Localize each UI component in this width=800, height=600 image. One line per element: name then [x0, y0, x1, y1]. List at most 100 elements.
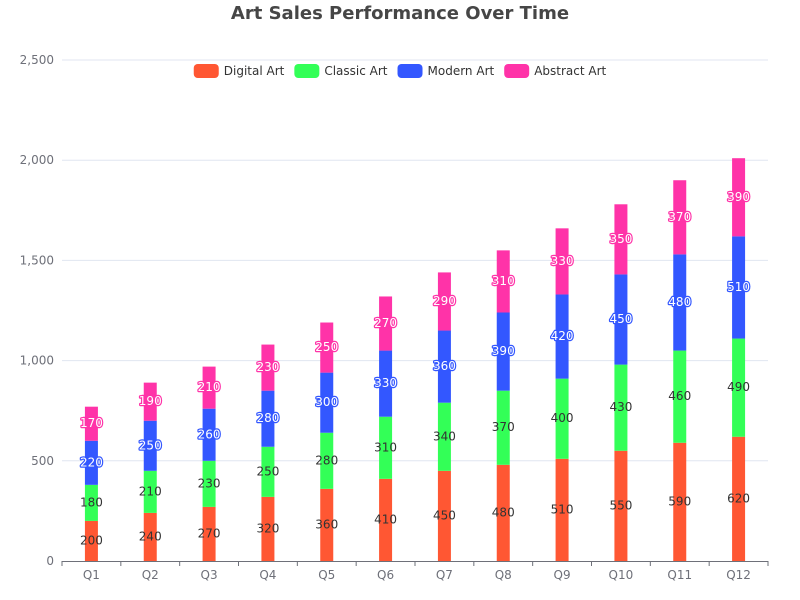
y-tick-label: 1,500: [20, 253, 54, 267]
bar-segment[interactable]: [379, 478, 393, 561]
bar-segment[interactable]: [732, 236, 746, 339]
bar-value-label: 410: [374, 512, 397, 526]
bar-segment[interactable]: [261, 496, 275, 561]
legend-item[interactable]: Modern Art: [397, 64, 495, 78]
bar-segment[interactable]: [202, 366, 216, 409]
bar-segment[interactable]: [84, 440, 98, 485]
legend: Digital Art Classic Art Modern Art Abstract…: [193, 64, 607, 78]
legend-label: Modern Art: [428, 64, 495, 78]
bar-segment[interactable]: [261, 390, 275, 447]
bar-segment[interactable]: [379, 296, 393, 351]
legend-item[interactable]: Digital Art: [193, 64, 285, 78]
bar-segment[interactable]: [614, 204, 628, 275]
bar-segment[interactable]: [555, 378, 569, 459]
bar-segment[interactable]: [202, 506, 216, 561]
bar-segment[interactable]: [496, 464, 510, 561]
bar-value-label: 350: [609, 232, 632, 246]
bar-segment[interactable]: [437, 470, 451, 561]
bar-segment[interactable]: [732, 338, 746, 437]
bar-segment[interactable]: [673, 254, 687, 351]
bar-segment[interactable]: [143, 470, 157, 513]
x-tick-label: Q7: [436, 568, 453, 582]
bar-segment[interactable]: [261, 344, 275, 391]
legend-label: Abstract Art: [534, 64, 606, 78]
x-tick-label: Q3: [201, 568, 218, 582]
bar-value-label: 300: [315, 395, 338, 409]
x-tick-label: Q8: [495, 568, 512, 582]
legend-item[interactable]: Abstract Art: [504, 64, 607, 78]
y-tick-label: 0: [46, 554, 54, 568]
bar-segment[interactable]: [143, 382, 157, 421]
x-tick-label: Q11: [667, 568, 692, 582]
bar-segment[interactable]: [732, 436, 746, 561]
bar-segment[interactable]: [379, 416, 393, 479]
bar-value-label: 550: [609, 498, 632, 512]
bar-segment[interactable]: [555, 294, 569, 379]
bar-value-label: 420: [551, 329, 574, 343]
legend-swatch: [193, 64, 219, 78]
bar-segment[interactable]: [673, 350, 687, 443]
bar-value-label: 390: [492, 344, 515, 358]
bar-segment[interactable]: [84, 406, 98, 441]
bar-segment[interactable]: [614, 274, 628, 365]
bar-value-label: 510: [551, 502, 574, 516]
bar-segment[interactable]: [379, 350, 393, 417]
bar-segment[interactable]: [673, 442, 687, 561]
bar-value-label: 310: [374, 440, 397, 454]
y-axis: 0 500 1,000 1,500 2,000 2,500: [20, 53, 54, 568]
bar-value-label: 230: [198, 476, 221, 490]
bar-segment[interactable]: [320, 432, 334, 489]
bar-value-label: 390: [727, 190, 750, 204]
bar-segment[interactable]: [555, 458, 569, 561]
bar-segment[interactable]: [84, 484, 98, 521]
x-tick-label: Q10: [609, 568, 634, 582]
bar-value-label: 230: [256, 360, 279, 374]
bar-segment[interactable]: [437, 272, 451, 331]
bar-value-label: 370: [492, 420, 515, 434]
bar-segment[interactable]: [84, 520, 98, 561]
bar-value-label: 450: [609, 312, 632, 326]
bar-segment[interactable]: [202, 460, 216, 507]
bar-segment[interactable]: [437, 330, 451, 403]
bar-segment[interactable]: [614, 364, 628, 451]
bar-segment[interactable]: [143, 420, 157, 471]
x-tick-label: Q2: [142, 568, 159, 582]
bar-value-label: 320: [256, 521, 279, 535]
bar-value-label: 250: [256, 464, 279, 478]
bar-value-label: 480: [492, 505, 515, 519]
legend-item[interactable]: Classic Art: [294, 64, 388, 78]
x-tick-label: Q9: [554, 568, 571, 582]
bar-value-label: 270: [374, 316, 397, 330]
x-tick-label: Q1: [83, 568, 100, 582]
bar-labels: 200 180 220 170 240 210 250 190 270 230 260 210 320 2…: [79, 189, 751, 548]
bar-value-label: 280: [315, 453, 338, 467]
x-axis: Q1 Q2 Q3 Q4 Q5 Q6 Q7 Q8 Q9 Q10 Q11 Q12: [61, 561, 769, 582]
bar-value-label: 170: [80, 416, 103, 430]
bar-segment[interactable]: [732, 158, 746, 237]
bar-value-label: 190: [139, 394, 162, 408]
bar-value-label: 340: [433, 429, 456, 443]
bar-value-label: 480: [668, 295, 691, 309]
bar-segment[interactable]: [261, 446, 275, 497]
y-tick-label: 1,000: [20, 354, 54, 368]
legend-swatch: [504, 64, 530, 78]
bar-value-label: 240: [139, 529, 162, 543]
bar-segment[interactable]: [320, 488, 334, 561]
bar-value-label: 280: [256, 411, 279, 425]
bar-segment[interactable]: [143, 512, 157, 561]
bar-value-label: 260: [198, 427, 221, 441]
bar-segment[interactable]: [496, 312, 510, 391]
bar-segment[interactable]: [496, 250, 510, 313]
bar-segment[interactable]: [555, 228, 569, 295]
legend-swatch: [294, 64, 320, 78]
bar-segment[interactable]: [496, 390, 510, 465]
bar-segment[interactable]: [320, 322, 334, 373]
bar-segment[interactable]: [437, 402, 451, 471]
bar-segment[interactable]: [673, 180, 687, 255]
bar-segment[interactable]: [614, 450, 628, 561]
bar-segment[interactable]: [202, 408, 216, 461]
bar-segment[interactable]: [320, 372, 334, 433]
y-tick-label: 500: [31, 454, 54, 468]
